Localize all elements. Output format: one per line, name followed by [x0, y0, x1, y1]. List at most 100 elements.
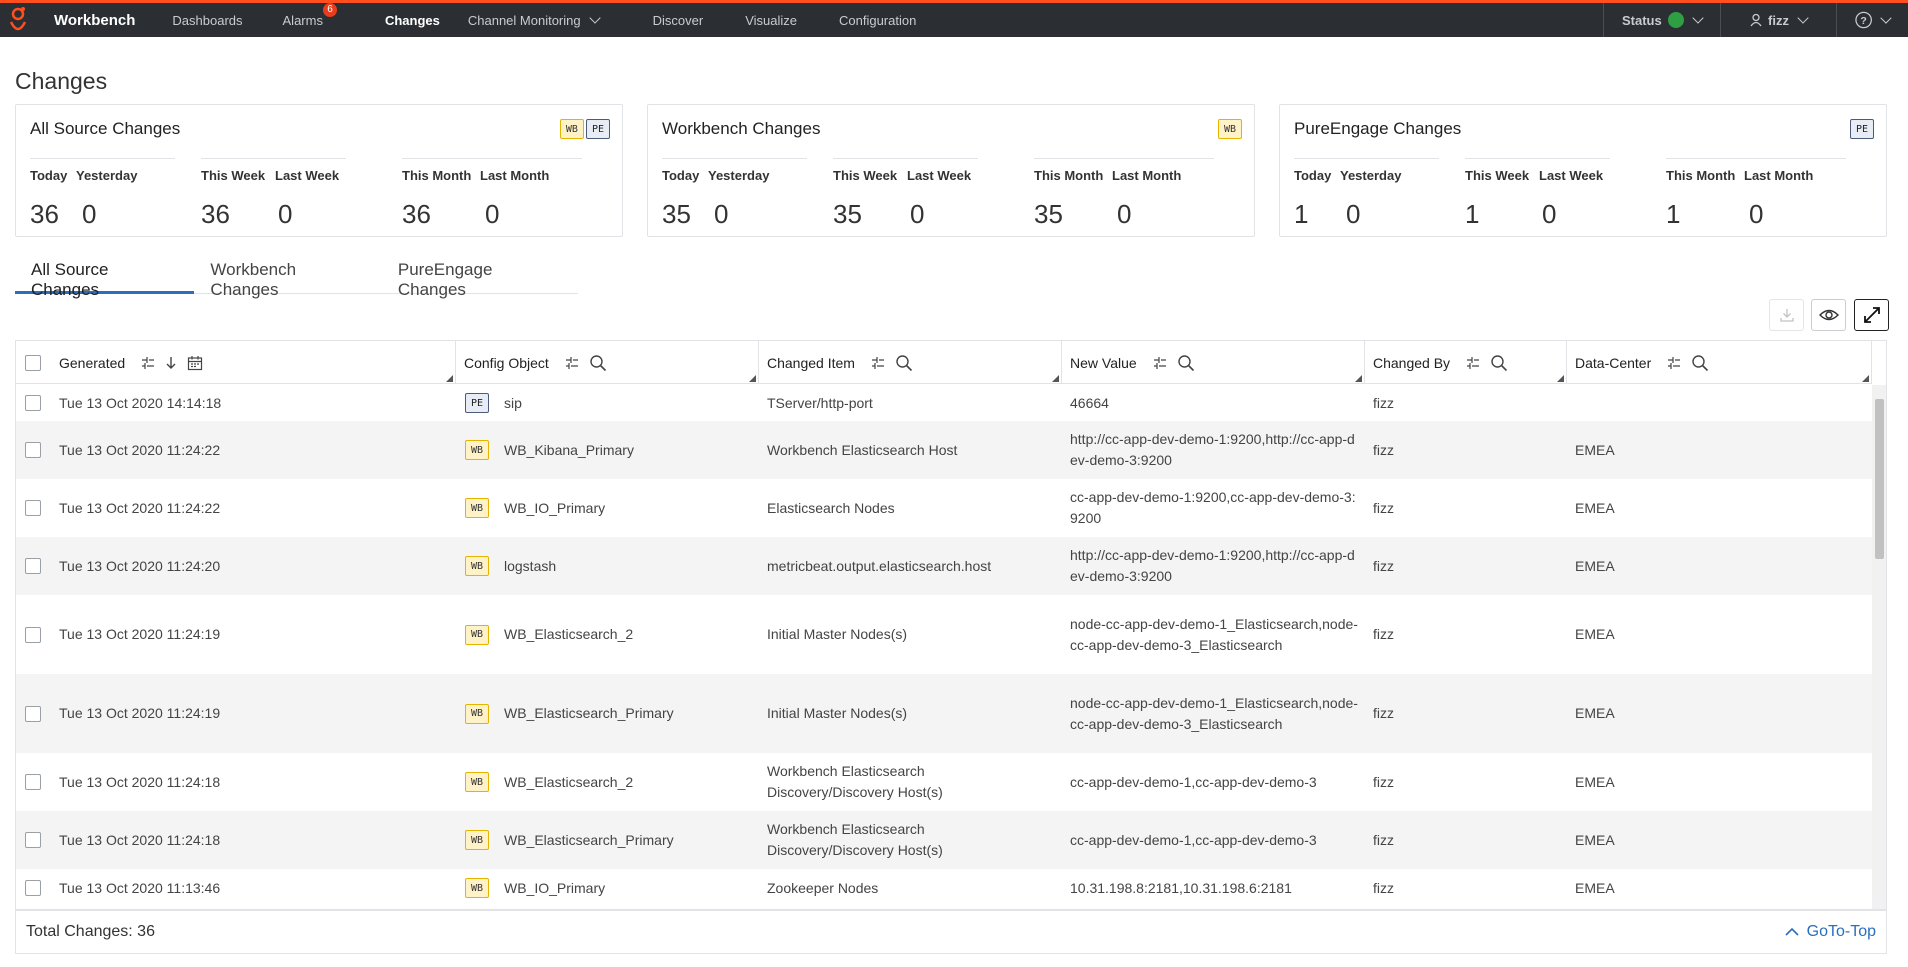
- goto-top-link[interactable]: GoTo-Top: [1785, 923, 1876, 941]
- status-menu[interactable]: Status: [1603, 3, 1720, 37]
- this-month-label: This Month: [1666, 168, 1736, 183]
- nav-alarms[interactable]: Alarms 6: [282, 2, 337, 28]
- cell-generated: Tue 13 Oct 2020 11:24:19: [59, 626, 221, 642]
- this-week-label: This Week: [1465, 168, 1530, 183]
- cell-changed-by: fizz: [1373, 705, 1394, 721]
- filter-icon[interactable]: [141, 356, 155, 370]
- cell-generated: Tue 13 Oct 2020 11:24:22: [59, 441, 221, 458]
- last-month-label: Last Month: [1112, 168, 1182, 183]
- nav-discover-label: Discover: [652, 12, 704, 28]
- sort-down-icon[interactable]: [165, 356, 177, 370]
- row-checkbox[interactable]: [25, 880, 41, 896]
- nav-configuration[interactable]: Configuration: [839, 13, 916, 28]
- source-tag: WB: [465, 772, 490, 792]
- scroll-thumb[interactable]: [1875, 399, 1884, 559]
- last-week-label: Last Week: [1539, 168, 1604, 183]
- nav-changes[interactable]: Changes: [385, 13, 440, 28]
- yesterday-value: 0: [1346, 199, 1361, 229]
- nav-configuration-label: Configuration: [838, 12, 917, 28]
- row-checkbox[interactable]: [25, 558, 41, 574]
- chevron-up-icon: [1785, 927, 1799, 936]
- nav-dashboards[interactable]: Dashboards: [172, 13, 242, 28]
- user-menu[interactable]: fizz: [1720, 3, 1836, 37]
- cell-data-center: EMEA: [1575, 879, 1615, 896]
- cell-changed-item: Initial Master Nodes(s): [767, 626, 908, 642]
- stat-group-month: This Month Last Month 36 0: [402, 158, 582, 229]
- row-checkbox[interactable]: [25, 442, 41, 458]
- column-resize-handle[interactable]: [446, 375, 453, 382]
- search-icon[interactable]: [1490, 354, 1508, 372]
- table-row[interactable]: Tue 13 Oct 2020 11:24:18 WB WB_Elasticse…: [16, 753, 1872, 811]
- col-changed-item-label: Changed Item: [767, 354, 855, 371]
- filter-icon[interactable]: [871, 356, 885, 370]
- column-resize-handle[interactable]: [749, 375, 756, 382]
- source-tag: PE: [465, 393, 490, 413]
- app-brand[interactable]: Workbench: [54, 11, 136, 29]
- fullscreen-button[interactable]: [1854, 299, 1889, 331]
- yesterday-value: 0: [714, 199, 729, 229]
- cell-changed-by: fizz: [1373, 441, 1394, 458]
- filter-icon[interactable]: [1667, 356, 1681, 370]
- table-row[interactable]: Tue 13 Oct 2020 11:24:22 WB WB_Kibana_Pr…: [16, 421, 1872, 479]
- this-week-label: This Week: [201, 168, 266, 183]
- table-row[interactable]: Tue 13 Oct 2020 11:13:46 WB WB_IO_Primar…: [16, 869, 1872, 907]
- cell-config-object: WB_Elasticsearch_2: [504, 773, 634, 790]
- column-resize-handle[interactable]: [1052, 375, 1059, 382]
- row-checkbox[interactable]: [25, 626, 41, 643]
- table-row[interactable]: Tue 13 Oct 2020 11:24:22 WB WB_IO_Primar…: [16, 479, 1872, 537]
- source-tag: WB: [465, 498, 490, 518]
- filter-icon[interactable]: [565, 356, 579, 370]
- filter-icon[interactable]: [1466, 356, 1480, 370]
- col-data-center[interactable]: Data-Center: [1567, 341, 1872, 384]
- search-icon[interactable]: [1691, 354, 1709, 372]
- col-generated[interactable]: Generated: [16, 341, 456, 384]
- table-row[interactable]: Tue 13 Oct 2020 11:24:19 WB WB_Elasticse…: [16, 595, 1872, 674]
- col-changed-by[interactable]: Changed By: [1365, 341, 1567, 384]
- nav-alarms-label: Alarms: [282, 12, 323, 28]
- col-data-center-label: Data-Center: [1575, 354, 1652, 371]
- genesys-logo-icon[interactable]: [0, 3, 36, 37]
- table-row[interactable]: Tue 13 Oct 2020 11:24:18 WB WB_Elasticse…: [16, 811, 1872, 869]
- search-icon[interactable]: [589, 354, 607, 372]
- tab-workbench-changes[interactable]: Workbench Changes: [210, 260, 297, 299]
- nav-channel-monitoring[interactable]: Channel Monitoring: [467, 11, 601, 28]
- row-checkbox[interactable]: [25, 832, 41, 848]
- help-menu[interactable]: ?: [1836, 3, 1908, 37]
- row-checkbox[interactable]: [25, 395, 41, 411]
- tab-pureengage-changes[interactable]: PureEngage Changes: [397, 260, 493, 299]
- col-changed-by-label: Changed By: [1373, 354, 1451, 371]
- table-row[interactable]: Tue 13 Oct 2020 14:14:18 PE sip TServer/…: [16, 385, 1872, 421]
- source-tag: WB: [465, 440, 490, 460]
- col-new-value[interactable]: New Value: [1062, 341, 1365, 384]
- search-icon[interactable]: [895, 354, 913, 372]
- export-button[interactable]: [1769, 299, 1804, 331]
- last-week-value: 0: [910, 199, 925, 229]
- calendar-icon[interactable]: [187, 355, 203, 371]
- cell-generated: Tue 13 Oct 2020 11:24:20: [59, 557, 221, 574]
- column-resize-handle[interactable]: [1557, 375, 1564, 382]
- table-row[interactable]: Tue 13 Oct 2020 11:24:19 WB WB_Elasticse…: [16, 674, 1872, 753]
- filter-icon[interactable]: [1153, 356, 1167, 370]
- chevron-down-icon: [1692, 11, 1704, 24]
- row-checkbox[interactable]: [25, 774, 41, 790]
- cell-new-value: node-cc-app-dev-demo-1_Elasticsearch,nod…: [1070, 615, 1358, 653]
- select-all-checkbox[interactable]: [25, 354, 41, 371]
- page-title: Changes: [15, 68, 108, 94]
- tab-all-source-changes[interactable]: All Source Changes: [15, 255, 195, 299]
- nav-visualize[interactable]: Visualize: [745, 13, 797, 28]
- row-checkbox[interactable]: [25, 500, 41, 516]
- column-resize-handle[interactable]: [1355, 375, 1362, 382]
- card-badges: WB: [1217, 119, 1242, 139]
- nav-discover[interactable]: Discover: [653, 13, 704, 28]
- table-row[interactable]: Tue 13 Oct 2020 11:24:20 WB logstash met…: [16, 537, 1872, 595]
- column-visibility-button[interactable]: [1811, 299, 1846, 331]
- search-icon[interactable]: [1177, 354, 1195, 372]
- row-checkbox[interactable]: [25, 705, 41, 722]
- nav-channel-monitoring-label: Channel Monitoring: [467, 12, 581, 28]
- col-changed-item[interactable]: Changed Item: [759, 341, 1062, 384]
- col-config-object[interactable]: Config Object: [456, 341, 759, 384]
- nav-changes-label: Changes: [384, 12, 440, 28]
- last-week-label: Last Week: [275, 168, 340, 183]
- column-resize-handle[interactable]: [1862, 375, 1869, 382]
- table-scrollbar[interactable]: [1872, 385, 1886, 909]
